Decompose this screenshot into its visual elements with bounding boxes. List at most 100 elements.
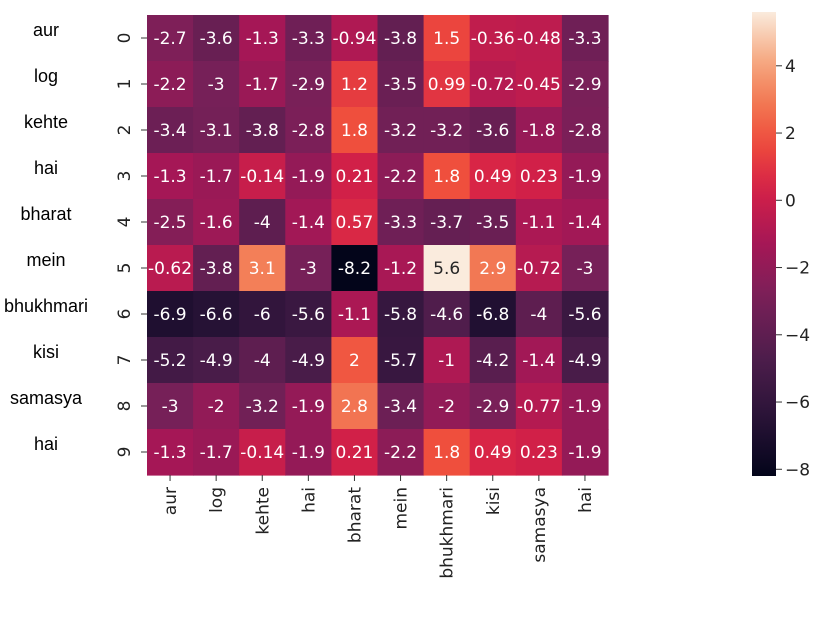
heatmap-cell bbox=[423, 337, 471, 384]
cell-value-label: -1.9 bbox=[292, 397, 325, 417]
cell-value-label: -3.5 bbox=[476, 213, 509, 233]
cell-value-label: -1.1 bbox=[338, 305, 371, 325]
heatmap-cell bbox=[285, 107, 332, 154]
colorbar-tick-label: −8 bbox=[785, 460, 810, 480]
cell-value-label: -2.8 bbox=[568, 121, 601, 141]
heatmap-cell bbox=[561, 383, 609, 430]
row-word-label: bharat bbox=[20, 204, 71, 224]
heatmap-cell bbox=[377, 15, 425, 62]
heatmap-cell bbox=[331, 429, 379, 476]
cell-value-label: -3 bbox=[208, 75, 225, 95]
cell-value-label: -1 bbox=[438, 351, 455, 371]
heatmap-cell bbox=[193, 199, 240, 246]
heatmap-cell bbox=[239, 383, 286, 430]
cell-labels: -2.7 -3.6 -1.3 -3.3 -0.94 -3.8 1.5 -0.36 -0.48 -3… bbox=[148, 29, 601, 463]
heatmap-cell bbox=[147, 291, 194, 338]
heatmap-cell bbox=[147, 61, 194, 108]
cell-value-label: -2.2 bbox=[153, 75, 186, 95]
heatmap-cell bbox=[423, 383, 471, 430]
cell-value-label: 0.21 bbox=[336, 167, 374, 187]
cell-value-label: -1.9 bbox=[568, 443, 601, 463]
heatmap-cell bbox=[377, 429, 425, 476]
cell-value-label: -3.8 bbox=[384, 29, 417, 49]
row-word-label: aur bbox=[33, 20, 59, 40]
heatmap-cell bbox=[515, 61, 563, 108]
x-tick-label: bharat bbox=[345, 487, 365, 543]
cell-value-label: -1.9 bbox=[568, 167, 601, 187]
heatmap-cell bbox=[331, 61, 379, 108]
cell-value-label: -2.2 bbox=[384, 167, 417, 187]
heatmap-cell bbox=[331, 199, 379, 246]
heatmap-cell bbox=[147, 199, 194, 246]
cell-value-label: -3.3 bbox=[384, 213, 417, 233]
cell-value-label: -1.7 bbox=[246, 75, 279, 95]
cell-value-label: -3.4 bbox=[153, 121, 186, 141]
cell-value-label: -6.6 bbox=[200, 305, 233, 325]
cell-value-label: -5.6 bbox=[292, 305, 325, 325]
cell-value-label: -2.8 bbox=[292, 121, 325, 141]
cell-value-label: -3.3 bbox=[568, 29, 601, 49]
heatmap-cell bbox=[239, 199, 286, 246]
heatmap-cell bbox=[377, 153, 425, 200]
heatmap-cell bbox=[515, 429, 563, 476]
cell-value-label: -1.1 bbox=[522, 213, 555, 233]
row-word-label: log bbox=[34, 66, 58, 86]
x-tick-label: samasya bbox=[530, 487, 550, 563]
heatmap-cell bbox=[515, 291, 563, 338]
heatmap-cell bbox=[515, 245, 563, 292]
cell-value-label: -0.94 bbox=[332, 29, 376, 49]
cell-value-label: -1.7 bbox=[200, 167, 233, 187]
cell-value-label: -3.5 bbox=[384, 75, 417, 95]
colorbar-tick-label: 2 bbox=[785, 124, 796, 144]
row-word-label: hai bbox=[34, 434, 58, 454]
heatmap-cell bbox=[193, 337, 240, 384]
cell-value-label: -2.9 bbox=[476, 397, 509, 417]
heatmap-cell bbox=[423, 61, 471, 108]
cell-value-label: 0.21 bbox=[336, 443, 374, 463]
x-tick-label: hai bbox=[299, 487, 319, 513]
heatmap-cell bbox=[285, 337, 332, 384]
colorbar-tick-label: −2 bbox=[785, 259, 810, 279]
colorbar-gradient bbox=[752, 12, 776, 476]
y-tick-label: 0 bbox=[115, 33, 135, 44]
cell-value-label: 2 bbox=[349, 351, 360, 371]
cell-value-label: -1.4 bbox=[568, 213, 601, 233]
x-tick-label: kehte bbox=[253, 487, 273, 535]
heatmap-cell bbox=[285, 291, 332, 338]
x-tick-label: hai bbox=[576, 487, 596, 513]
cell-value-label: -4.9 bbox=[568, 351, 601, 371]
row-word-label: hai bbox=[34, 158, 58, 178]
heatmap-cell bbox=[285, 383, 332, 430]
y-axis: 0 1 2 3 4 5 6 7 8 9 bbox=[115, 33, 147, 458]
x-axis: aur log kehte hai bharat mein bhukhmari kisi sam… bbox=[161, 475, 596, 579]
cell-value-label: 1.8 bbox=[433, 443, 460, 463]
heatmap-cell bbox=[331, 337, 379, 384]
heatmap-cell bbox=[239, 337, 286, 384]
heatmap-cell bbox=[561, 245, 609, 292]
heatmap-cell bbox=[469, 199, 517, 246]
cell-value-label: -1.9 bbox=[292, 443, 325, 463]
y-tick-label: 6 bbox=[115, 309, 135, 320]
cell-value-label: 0.49 bbox=[474, 167, 512, 187]
colorbar-tick-label: −4 bbox=[785, 326, 810, 346]
heatmap-cell bbox=[147, 15, 194, 62]
cell-value-label: 0.23 bbox=[520, 167, 558, 187]
heatmap-cell bbox=[561, 107, 609, 154]
heatmap-cell bbox=[423, 153, 471, 200]
heatmap-cell bbox=[285, 61, 332, 108]
y-tick-label: 7 bbox=[115, 355, 135, 366]
cell-value-label: -0.62 bbox=[148, 259, 192, 279]
heatmap-cell bbox=[561, 153, 609, 200]
heatmap-cell bbox=[469, 429, 517, 476]
cell-value-label: -2.5 bbox=[153, 213, 186, 233]
heatmap-cell bbox=[331, 245, 379, 292]
heatmap-cell bbox=[331, 291, 379, 338]
cell-value-label: -3.2 bbox=[430, 121, 463, 141]
cell-value-label: -0.36 bbox=[471, 29, 515, 49]
cell-value-label: -4.6 bbox=[430, 305, 463, 325]
y-tick-label: 9 bbox=[115, 447, 135, 458]
cell-value-label: -2 bbox=[438, 397, 455, 417]
row-word-label: kisi bbox=[33, 342, 59, 362]
heatmap-cell bbox=[239, 245, 286, 292]
heatmap-cell bbox=[423, 429, 471, 476]
